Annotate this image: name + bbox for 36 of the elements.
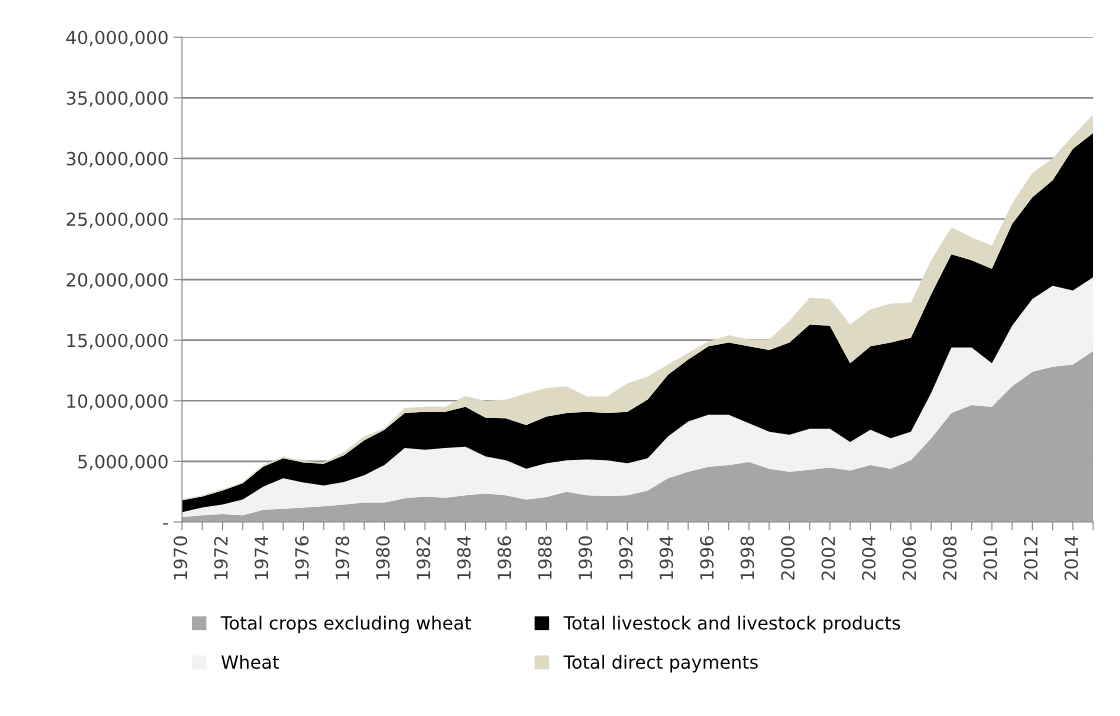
x-tick-label: 1988 <box>538 536 552 580</box>
x-tick-label: 1978 <box>335 536 350 580</box>
y-tick-label: 5,000,000 <box>78 454 168 471</box>
y-tick-label: 10,000,000 <box>67 394 168 410</box>
x-tick-label: 1998 <box>740 536 755 580</box>
y-tick-label: 40,000,000 <box>66 30 168 47</box>
y-tick-label: 20,000,000 <box>66 273 168 289</box>
x-tick-label: 2000 <box>780 536 795 580</box>
x-tick-label: 1986 <box>497 536 512 580</box>
x-tick-label: 2010 <box>983 536 998 580</box>
y-tick-label: 25,000,000 <box>66 212 168 228</box>
legend-label: Total direct payments <box>563 654 758 673</box>
y-tick-label: 35,000,000 <box>66 91 168 107</box>
x-tick-label: 1992 <box>619 536 633 580</box>
x-tick-label: 1984 <box>457 536 471 580</box>
x-tick-label: 1974 <box>254 536 269 580</box>
x-tick-label: 2008 <box>942 536 957 580</box>
x-tick-label: 1996 <box>700 536 714 580</box>
x-tick-label: 1972 <box>214 536 228 580</box>
x-tick-label: 1990 <box>578 536 593 580</box>
x-tick-label: 2002 <box>821 536 836 580</box>
legend-label: Total livestock and livestock products <box>563 615 901 634</box>
legend-label: Wheat <box>221 654 279 669</box>
x-tick-label: 1982 <box>416 536 431 580</box>
x-tick-label: 1970 <box>173 536 188 580</box>
y-tick-label: 15,000,000 <box>67 333 168 350</box>
x-tick-label: 2014 <box>1064 536 1079 580</box>
y-tick-label: - <box>163 523 168 525</box>
x-tick-label: 1980 <box>376 536 390 580</box>
y-tick-label: 30,000,000 <box>66 151 168 168</box>
x-tick-label: 2006 <box>902 536 917 580</box>
x-tick-label: 1976 <box>295 536 309 580</box>
legend-label: Total crops excluding wheat <box>220 615 472 634</box>
x-tick-label: 1994 <box>659 536 674 580</box>
x-tick-label: 2012 <box>1023 536 1038 580</box>
x-tick-label: 2004 <box>861 536 876 580</box>
